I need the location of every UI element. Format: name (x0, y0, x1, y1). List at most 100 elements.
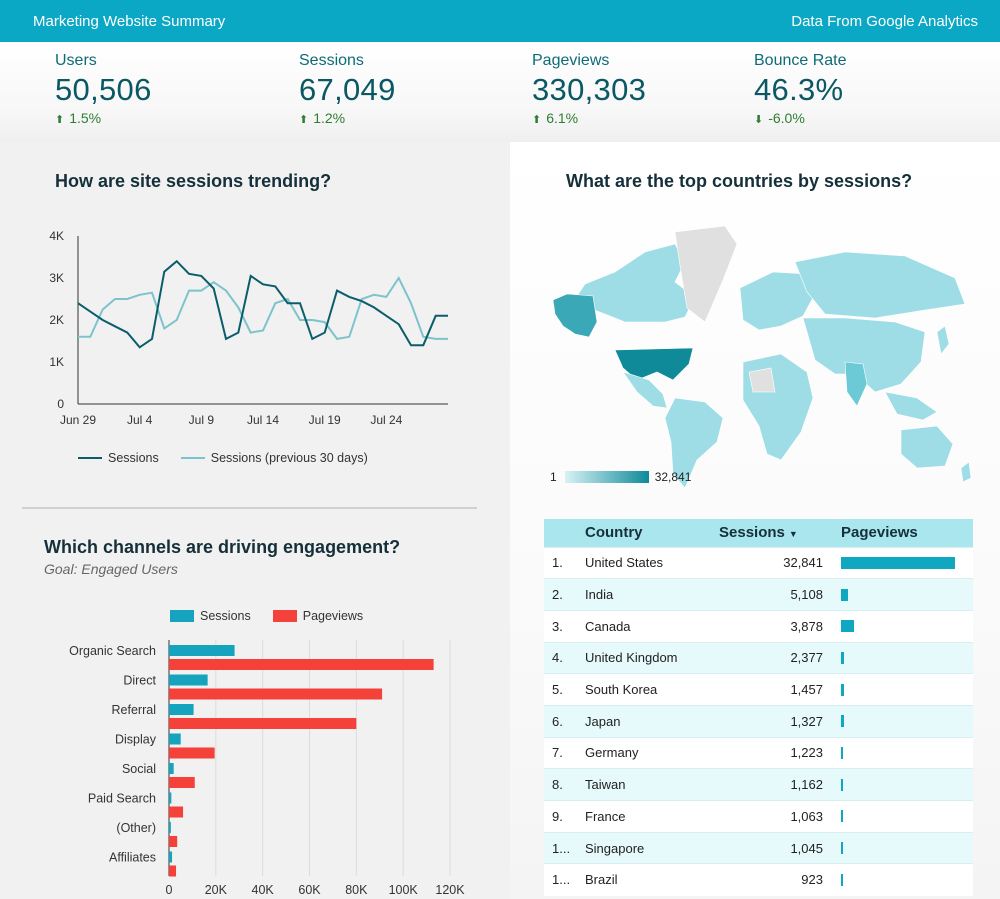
arrow-up-icon: ⬆ (532, 114, 542, 126)
sessions-bar (169, 822, 171, 833)
legend-line-swatch (78, 457, 102, 459)
country-column-header[interactable]: Country (585, 519, 719, 547)
table-row[interactable]: 7. Germany 1,223 (544, 736, 973, 769)
row-rank: 8. (544, 768, 585, 801)
pageviews-column-header[interactable]: Pageviews (833, 519, 973, 547)
column-label: Pageviews (841, 524, 918, 542)
kpi-sessions[interactable]: Sessions 67,049 ⬆ 1.2% (299, 52, 396, 126)
row-rank: 3. (544, 609, 585, 643)
kpi-scorecards: Users 50,506 ⬆ 1.5% Sessions 67,049 ⬆ 1.2%… (0, 42, 1000, 142)
row-sessions: 1,457 (719, 673, 833, 706)
table-row[interactable]: 4. United Kingdom 2,377 (544, 641, 973, 674)
table-row[interactable]: 6. Japan 1,327 (544, 704, 973, 738)
arrow-down-icon: ⬇ (754, 114, 764, 126)
kpi-bounce-rate[interactable]: Bounce Rate 46.3% ⬇ -6.0% (754, 52, 847, 126)
channels-bar-chart[interactable]: 0 20K 40K 60K 80K 100K 120K Organic Search Direc… (20, 636, 480, 899)
category-label: Referral (112, 703, 156, 717)
map-region-russia (794, 251, 966, 319)
table-row[interactable]: 8. Taiwan 1,162 (544, 768, 973, 801)
row-sessions: 3,878 (719, 609, 833, 643)
map-region-australia (900, 425, 954, 469)
sessions-bar (169, 792, 172, 804)
map-scale-legend: 1 32,841 (550, 470, 691, 484)
sessions-bar (169, 704, 194, 715)
category-label: Organic Search (69, 644, 156, 658)
x-tick-label: Jul 24 (370, 413, 402, 427)
x-tick-label: 120K (435, 883, 465, 897)
table-row[interactable]: 5. South Korea 1,457 (544, 673, 973, 706)
data-source-label: Data From Google Analytics (791, 13, 978, 30)
column-label: Country (585, 524, 643, 542)
row-sessions: 923 (719, 863, 833, 896)
table-row[interactable]: 2. India 5,108 (544, 578, 973, 611)
table-row[interactable]: 1. United States 32,841 (544, 546, 973, 579)
legend-item-pageviews[interactable]: Pageviews (272, 609, 364, 623)
kpi-delta: 1.2% (313, 110, 346, 126)
sessions-bar (169, 851, 173, 863)
map-region-canada (572, 243, 696, 323)
row-country: Canada (585, 609, 719, 643)
sessions-bar (169, 645, 235, 656)
legend-item-sessions[interactable]: Sessions (78, 451, 159, 465)
channels-subtitle: Goal: Engaged Users (44, 561, 178, 577)
row-sessions: 2,377 (719, 641, 833, 674)
legend-item-sessions[interactable]: Sessions (170, 609, 251, 623)
map-region-new-zealand (960, 461, 972, 483)
legend-item-previous[interactable]: Sessions (previous 30 days) (180, 451, 368, 465)
kpi-users[interactable]: Users 50,506 ⬆ 1.5% (55, 52, 152, 126)
row-pageviews (833, 863, 973, 896)
row-country: United States (585, 546, 719, 579)
row-pageviews (833, 609, 973, 643)
category-label: Display (115, 733, 157, 747)
table-row[interactable]: 3. Canada 3,878 (544, 609, 973, 643)
row-sessions: 1,223 (719, 736, 833, 769)
sessions-bar (169, 733, 181, 745)
category-label: Direct (123, 674, 156, 688)
y-tick-label: 2K (49, 313, 64, 327)
x-tick-label: Jul 19 (309, 413, 341, 427)
x-tick-label: Jun 29 (60, 413, 96, 427)
row-sessions: 1,162 (719, 768, 833, 801)
pageviews-bar (841, 746, 843, 759)
sessions-bar (169, 763, 174, 774)
legend-label: Pageviews (302, 609, 364, 623)
pageviews-bar (169, 777, 195, 788)
row-rank: 5. (544, 673, 585, 706)
scale-max-label: 32,841 (654, 470, 692, 484)
kpi-pageviews[interactable]: Pageviews 330,303 ⬆ 6.1% (532, 52, 646, 126)
y-tick-label: 3K (49, 271, 64, 285)
y-tick-label: 0 (57, 397, 64, 411)
pageviews-bar (169, 806, 184, 818)
map-region-india (844, 361, 868, 407)
kpi-value: 67,049 (299, 72, 396, 107)
map-region-greenland (674, 225, 738, 323)
row-country: Germany (585, 736, 719, 769)
x-tick-label: 0 (166, 883, 173, 897)
category-label: Social (122, 762, 156, 776)
sessions-line-chart[interactable]: 0 1K 2K 3K 4K Jun 29 Jul 4 Jul 9 Jul 14 Jul 19 Jul… (30, 222, 470, 437)
pageviews-bar (169, 865, 177, 877)
pageviews-bar (841, 588, 848, 601)
table-row[interactable]: 9. France 1,063 (544, 800, 973, 833)
map-region-alaska (552, 293, 598, 338)
map-region-north-africa (748, 367, 776, 393)
sort-desc-icon[interactable]: ▼ (788, 529, 798, 540)
table-row[interactable]: 1... Singapore 1,045 (544, 831, 973, 864)
countries-map-title: What are the top countries by sessions? (566, 171, 913, 191)
row-rank: 2. (544, 578, 585, 611)
row-country: France (585, 800, 719, 833)
sessions-bar (169, 674, 208, 686)
row-rank: 1. (544, 546, 585, 579)
kpi-value: 46.3% (754, 72, 844, 107)
table-row[interactable]: 1... Brazil 923 (544, 863, 973, 896)
row-pageviews (833, 641, 973, 674)
row-pageviews (833, 578, 973, 611)
row-pageviews (833, 800, 973, 833)
sessions-column-header[interactable]: Sessions ▼ (719, 519, 833, 547)
world-map[interactable] (545, 222, 975, 492)
pageviews-bar (841, 810, 843, 823)
pageviews-bar (169, 747, 215, 759)
sessions-trend-title: How are site sessions trending? (55, 171, 332, 191)
row-pageviews (833, 546, 973, 579)
legend-box-swatch (170, 610, 194, 622)
